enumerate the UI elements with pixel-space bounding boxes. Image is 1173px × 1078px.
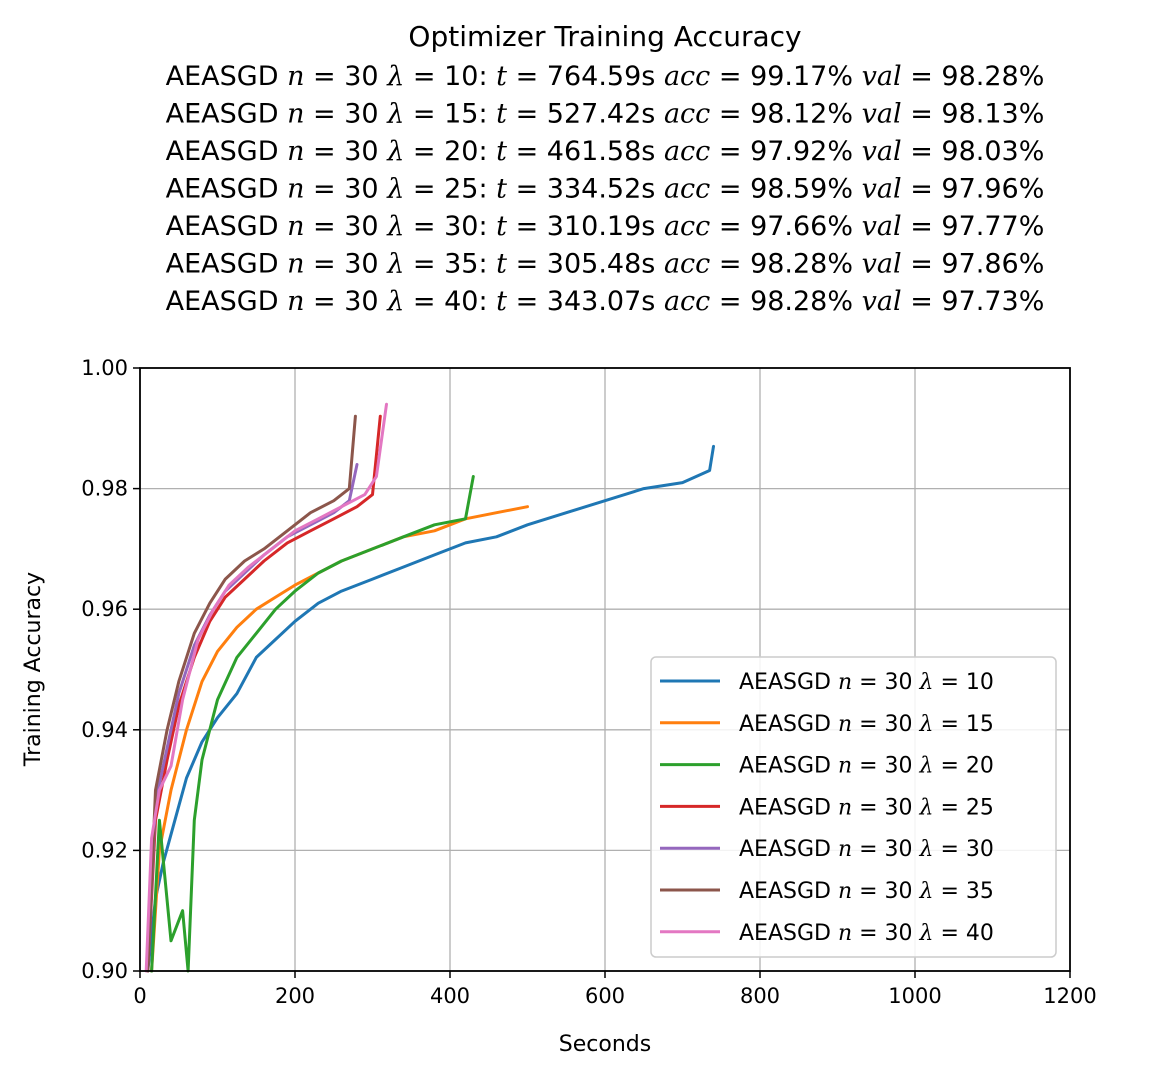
legend-label: AEASGD n = 30 λ = 30 — [739, 837, 994, 862]
subtitle-line: AEASGD n = 30 λ = 30: t = 310.19s acc = … — [166, 211, 1045, 242]
y-tick-label: 1.00 — [81, 356, 128, 380]
x-tick-label: 1200 — [1043, 984, 1096, 1008]
legend-item: AEASGD n = 30 λ = 40 — [660, 921, 994, 946]
chart-title: Optimizer Training Accuracy — [408, 20, 801, 53]
legend: AEASGD n = 30 λ = 10 AEASGD n = 30 λ = 15… — [650, 656, 1057, 958]
y-tick-label: 0.90 — [81, 959, 128, 983]
x-tick-label: 800 — [740, 984, 780, 1008]
x-tick-label: 600 — [585, 984, 625, 1008]
axis-ticks: 0 200 400 600 800 1000 1200 0.90 0.92 0.94 0.96 0.9… — [81, 356, 1096, 1008]
series-line-lambda-35 — [146, 414, 357, 973]
x-tick-label: 1000 — [888, 984, 941, 1008]
legend-item: AEASGD n = 30 λ = 25 — [660, 795, 994, 820]
legend-label: AEASGD n = 30 λ = 40 — [739, 921, 994, 946]
legend-box — [650, 656, 1057, 958]
series-line-lambda-40 — [144, 402, 388, 973]
x-tick-label: 0 — [133, 984, 146, 1008]
legend-label: AEASGD n = 30 λ = 10 — [739, 670, 994, 695]
series-line-lambda-30 — [146, 463, 359, 973]
series-group — [144, 402, 715, 973]
series-line-lambda-15 — [150, 505, 529, 973]
subtitle-line: AEASGD n = 30 λ = 15: t = 527.42s acc = … — [166, 99, 1045, 130]
chart-subtitle: AEASGD n = 30 λ = 10: t = 764.59s acc = … — [166, 61, 1045, 317]
legend-label: AEASGD n = 30 λ = 25 — [739, 795, 994, 820]
legend-item: AEASGD n = 30 λ = 30 — [660, 837, 994, 862]
series-line-lambda-25 — [146, 414, 382, 973]
y-tick-label: 0.98 — [81, 477, 128, 501]
legend-label: AEASGD n = 30 λ = 15 — [739, 712, 994, 737]
x-axis-label: Seconds — [559, 1032, 651, 1057]
subtitle-line: AEASGD n = 30 λ = 35: t = 305.48s acc = … — [166, 249, 1045, 280]
y-axis-label: Training Accuracy — [21, 572, 46, 767]
y-tick-label: 0.92 — [81, 838, 128, 862]
series-line-lambda-20 — [150, 475, 475, 973]
legend-label: AEASGD n = 30 λ = 35 — [739, 879, 994, 904]
y-tick-label: 0.96 — [81, 597, 128, 621]
subtitle-line: AEASGD n = 30 λ = 10: t = 764.59s acc = … — [166, 61, 1045, 92]
legend-item: AEASGD n = 30 λ = 35 — [660, 879, 994, 904]
subtitle-line: AEASGD n = 30 λ = 20: t = 461.58s acc = … — [166, 136, 1045, 167]
y-tick-label: 0.94 — [81, 718, 128, 742]
legend-item: AEASGD n = 30 λ = 20 — [660, 754, 994, 779]
subtitle-line: AEASGD n = 30 λ = 25: t = 334.52s acc = … — [166, 174, 1045, 205]
legend-label: AEASGD n = 30 λ = 20 — [739, 754, 994, 779]
x-tick-label: 400 — [430, 984, 470, 1008]
legend-item: AEASGD n = 30 λ = 10 — [660, 670, 994, 695]
series-line-lambda-10 — [146, 444, 715, 973]
subtitle-line: AEASGD n = 30 λ = 40: t = 343.07s acc = … — [166, 286, 1045, 317]
x-tick-label: 200 — [275, 984, 315, 1008]
legend-item: AEASGD n = 30 λ = 15 — [660, 712, 994, 737]
